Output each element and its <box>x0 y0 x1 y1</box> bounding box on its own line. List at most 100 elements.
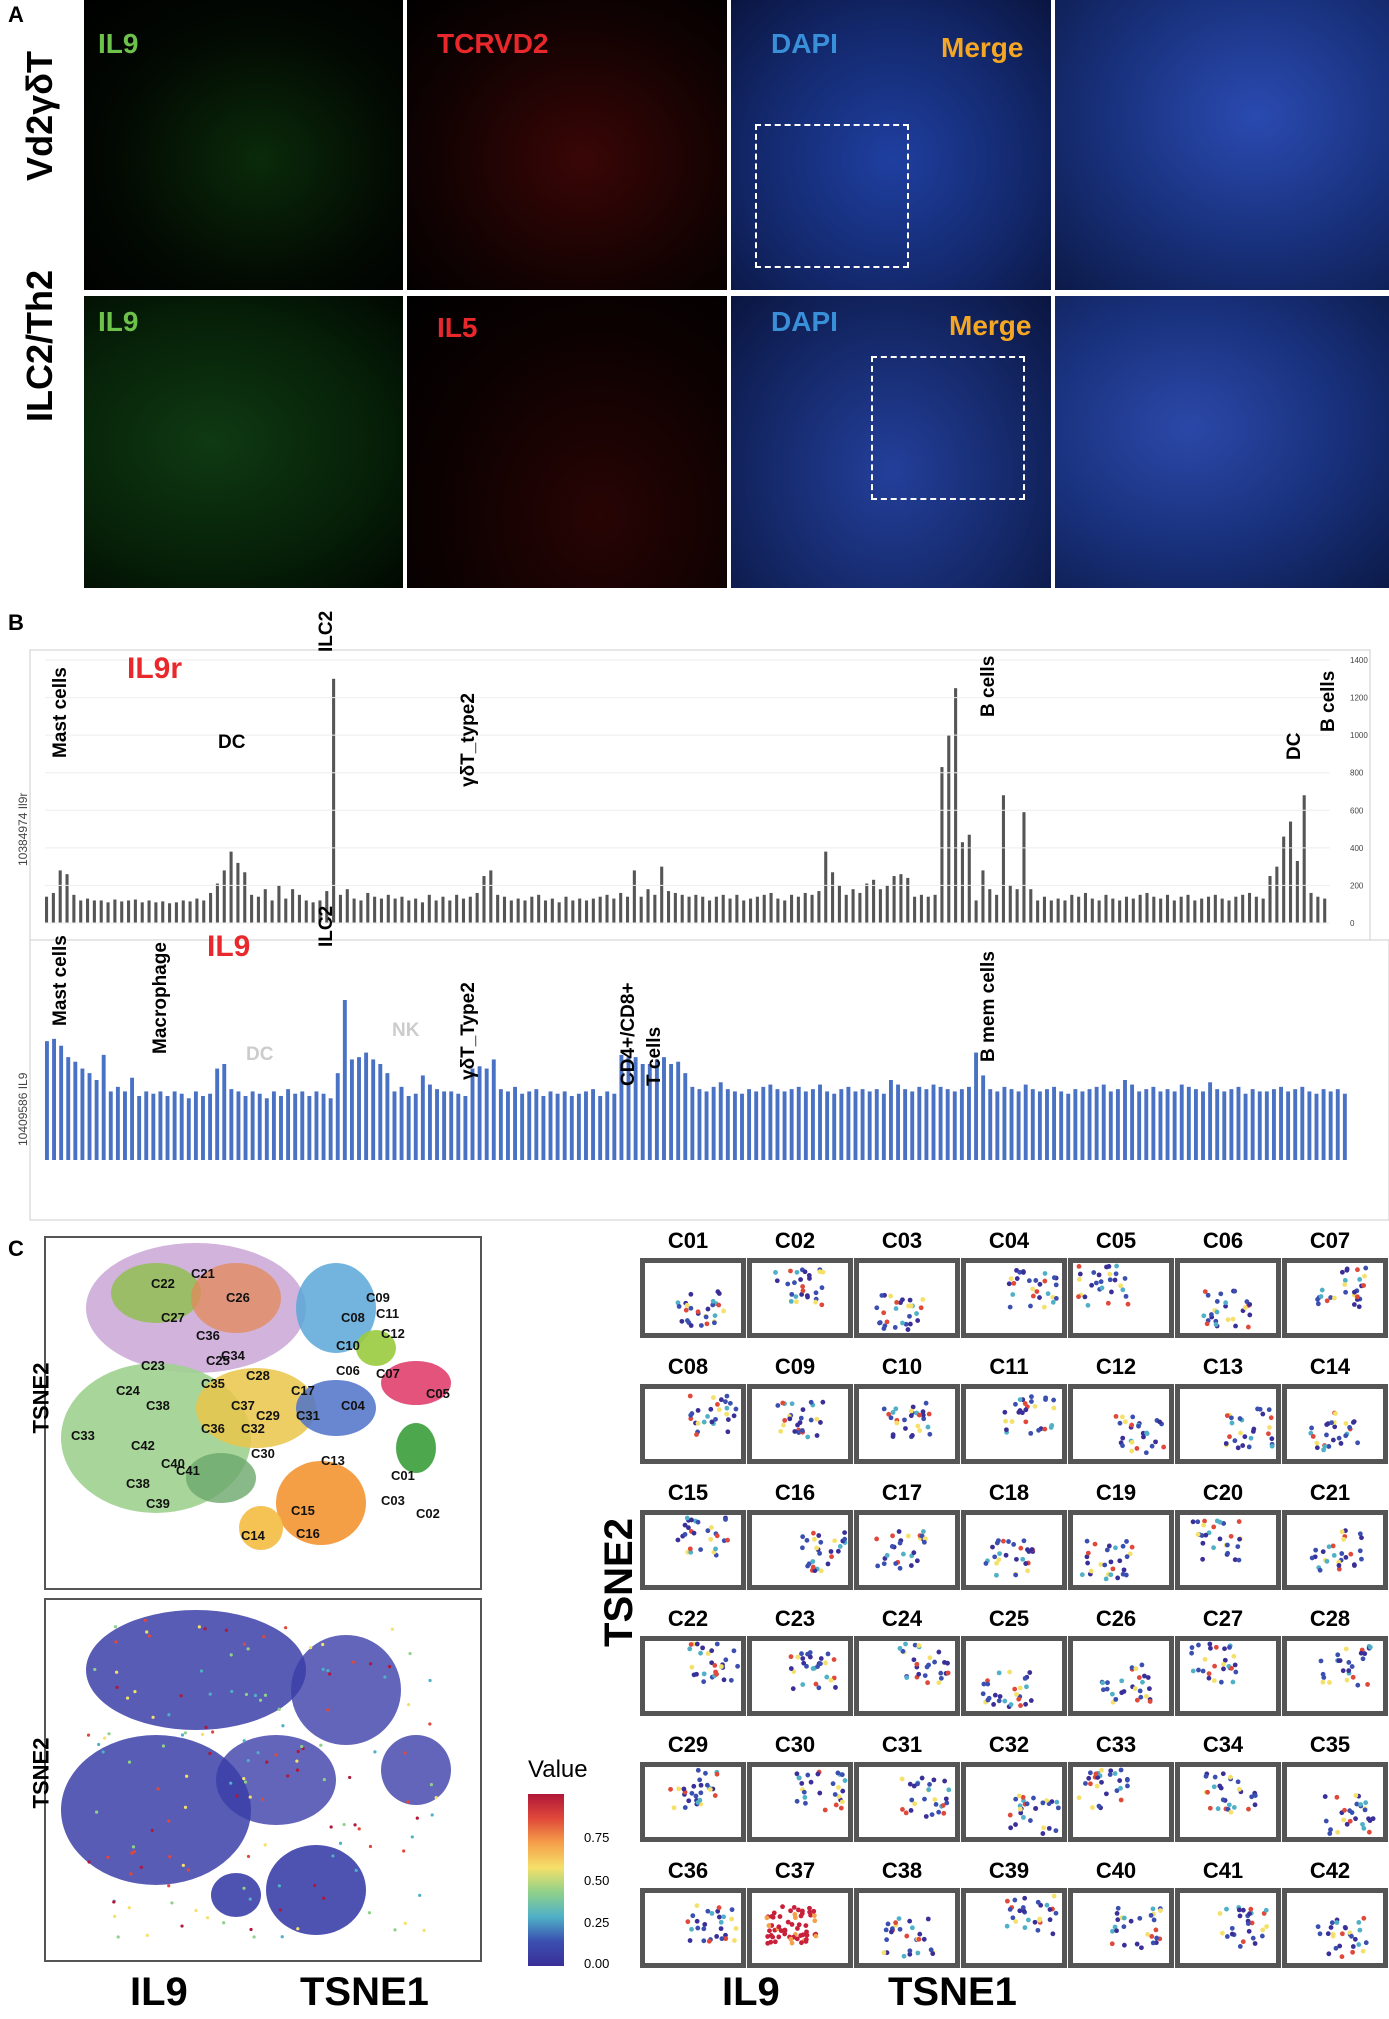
cluster-dot <box>1335 1652 1341 1658</box>
cluster-scatter <box>874 1529 928 1571</box>
cluster-dot <box>1355 1267 1360 1273</box>
il9-speckle-dot <box>321 1667 325 1671</box>
cluster-dot <box>1200 1556 1206 1562</box>
cluster-dot <box>932 1659 937 1665</box>
il9-speckle-dot <box>248 1795 252 1799</box>
cluster-dot <box>1227 1644 1232 1650</box>
il9-bar <box>711 1086 716 1160</box>
cluster-dot <box>1026 1278 1032 1284</box>
il9-speckle-dot <box>296 1749 300 1754</box>
il9r-bar <box>311 902 315 923</box>
il9r-bar <box>960 842 964 923</box>
cluster-dot <box>1157 1419 1162 1425</box>
cluster-dot <box>1357 1927 1363 1933</box>
cluster-dot <box>1358 1802 1363 1807</box>
cluster-dot <box>1112 1924 1118 1930</box>
il9r-bar <box>79 900 83 923</box>
cluster-dot <box>1020 1794 1026 1800</box>
il9-speckle-dot <box>407 1703 411 1707</box>
tsne-cluster-label: C36 <box>196 1328 220 1343</box>
il9r-bar <box>51 892 55 923</box>
il9r-bar <box>209 892 213 923</box>
il9r-bar <box>1056 898 1060 923</box>
cluster-dot <box>1017 1685 1023 1691</box>
cluster-dot <box>1042 1271 1048 1276</box>
cluster-dot <box>1362 1273 1367 1279</box>
cluster-dot <box>796 1775 802 1781</box>
cluster-dot <box>1150 1906 1156 1912</box>
il9-speckle-dot <box>430 1813 434 1817</box>
cluster-dot <box>941 1810 947 1816</box>
il9r-bar <box>885 885 889 923</box>
tsne-cluster-label: C31 <box>296 1408 320 1423</box>
il9-speckle-dot <box>351 1660 356 1664</box>
cluster-dot <box>1011 1280 1017 1286</box>
cluster-dot <box>1220 1771 1226 1777</box>
cluster-dot <box>1359 1535 1364 1541</box>
il9r-bar <box>851 889 855 923</box>
cluster-dot <box>805 1772 811 1778</box>
cluster-dot <box>1026 1917 1031 1923</box>
il9-bar <box>1165 1089 1170 1160</box>
il9-bar <box>406 1096 411 1160</box>
cluster-dot <box>1356 1304 1362 1310</box>
cluster-title: C18 <box>988 1480 1030 1505</box>
cluster-dot <box>1310 1434 1316 1439</box>
il9r-bar <box>161 901 165 923</box>
cluster-dot <box>1112 1771 1118 1776</box>
cluster-dot <box>1229 1415 1234 1421</box>
tsne-axis-y-2: TSNE2 <box>28 1737 54 1809</box>
il9-bar <box>1243 1093 1248 1160</box>
il9-speckle-dot <box>242 1739 246 1743</box>
cluster-dot <box>1240 1907 1246 1913</box>
il9-bar <box>151 1093 156 1160</box>
cluster-dot <box>1032 1403 1038 1409</box>
cluster-dot <box>668 1786 673 1792</box>
cluster-dot <box>1003 1552 1009 1558</box>
il9r-bar <box>728 898 732 923</box>
cluster-dot <box>996 1557 1002 1563</box>
il9-bar <box>740 1093 744 1160</box>
il9-speckle-dot <box>329 1825 333 1829</box>
cluster-dot <box>1223 1300 1229 1306</box>
il9r-bar <box>1042 896 1047 923</box>
cluster-dot <box>800 1534 806 1540</box>
cluster-dot <box>701 1679 707 1685</box>
il9r-bar <box>1247 892 1252 923</box>
cluster-dot <box>831 1657 837 1662</box>
il9r-bar <box>1022 812 1026 923</box>
il9r-bar <box>1097 900 1101 923</box>
il9-bar <box>1193 1089 1198 1160</box>
il9-speckle-dot <box>125 1696 130 1700</box>
cluster-dot <box>1130 1414 1136 1420</box>
tsne-cluster-label: C21 <box>191 1266 215 1281</box>
cluster-dot <box>807 1909 813 1915</box>
cluster-dot <box>1120 1287 1126 1293</box>
cluster-dot <box>814 1545 820 1551</box>
cluster-dot <box>1024 1684 1029 1690</box>
cluster-dot <box>1338 1441 1344 1446</box>
cluster-dot <box>795 1422 800 1428</box>
il9r-bar <box>762 894 766 923</box>
il9-bar <box>449 1091 454 1160</box>
cluster-dot <box>1248 1435 1254 1441</box>
cluster-dot <box>820 1399 826 1405</box>
cluster-dot <box>818 1656 824 1661</box>
cluster-dot <box>812 1918 818 1924</box>
cluster-dot <box>801 1789 807 1795</box>
cluster-dot <box>1320 1679 1326 1685</box>
cluster-dot <box>1010 1292 1016 1297</box>
il9-bar <box>555 1093 560 1160</box>
cluster-panel <box>1068 1510 1174 1590</box>
cluster-dot <box>799 1910 805 1916</box>
cluster-panel <box>1068 1888 1174 1968</box>
cluster-dot <box>1102 1562 1108 1568</box>
cluster-dot <box>1227 1434 1232 1440</box>
cluster-panel <box>1282 1384 1388 1464</box>
cluster-dot <box>695 1309 701 1315</box>
cluster-dot <box>1240 1939 1246 1945</box>
cluster-dot <box>1129 1439 1135 1445</box>
cluster-dot <box>1229 1665 1234 1671</box>
cluster-dot <box>1096 1803 1102 1809</box>
cluster-panel <box>1282 1888 1388 1968</box>
